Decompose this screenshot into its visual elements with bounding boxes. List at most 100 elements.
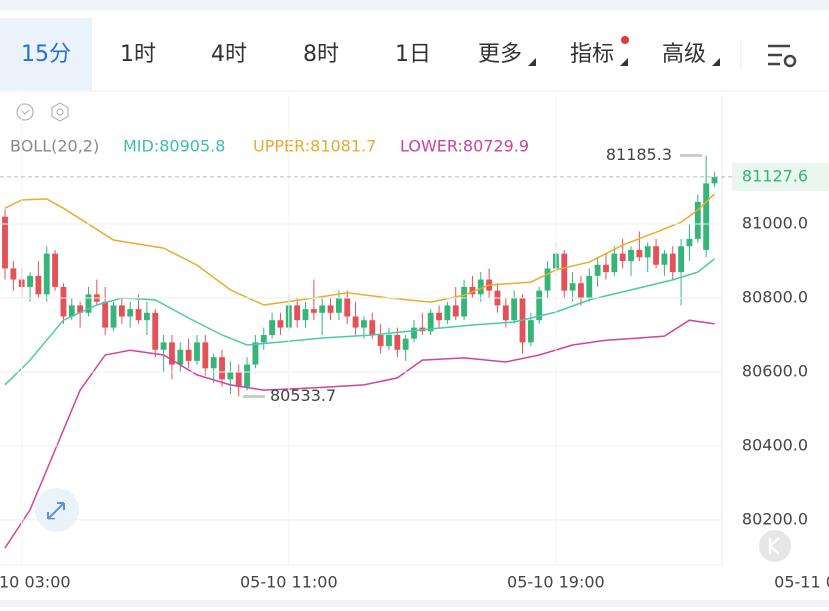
candle-body xyxy=(678,246,685,273)
reset-button[interactable] xyxy=(759,530,791,562)
candle-body xyxy=(686,238,693,247)
tab[interactable]: 更多 xyxy=(478,42,522,67)
dropdown-arrow xyxy=(620,58,628,66)
candle-body xyxy=(244,364,250,387)
candle-body xyxy=(52,253,59,287)
candle-body xyxy=(152,312,159,350)
candle-body xyxy=(135,309,142,321)
y-tick-label: 80200.0 xyxy=(742,509,808,528)
candle-body xyxy=(619,253,626,262)
boll-line xyxy=(4,193,716,306)
candle-body xyxy=(277,320,284,328)
max-marker-label: 81185.3 xyxy=(606,145,672,164)
tab[interactable]: 指标 xyxy=(570,42,614,67)
candle-body xyxy=(252,342,259,365)
candle-body xyxy=(77,305,84,313)
x-tick-label: 05-10 11:00 xyxy=(240,573,338,592)
x-tick-label: 05-10 19:00 xyxy=(507,573,605,592)
plot xyxy=(2,155,718,549)
x-tick-label: 05-11 03:00 xyxy=(774,573,829,592)
tab[interactable]: 8时 xyxy=(303,42,339,67)
y-tick-label: 80400.0 xyxy=(742,435,808,454)
candle-body xyxy=(661,253,668,265)
candle-body xyxy=(694,201,701,239)
candle-body xyxy=(344,298,351,317)
y-tick-label: 81000.0 xyxy=(742,214,808,233)
bottom-strip xyxy=(0,600,829,607)
settings-hex-dot xyxy=(56,108,64,116)
candle-body xyxy=(43,253,50,295)
badge-dot xyxy=(621,36,629,44)
candle-body xyxy=(302,309,309,321)
candle-body xyxy=(527,320,534,343)
dropdown-arrow xyxy=(528,58,536,66)
x-tick-label: 05-10 03:00 xyxy=(0,573,71,592)
candle-body xyxy=(35,275,42,295)
candle-body xyxy=(335,298,342,313)
expand-icon xyxy=(47,502,65,520)
candle-body xyxy=(319,305,326,313)
min-marker-label: 80533.7 xyxy=(270,386,336,405)
candle-body xyxy=(511,298,518,321)
candle-body xyxy=(436,312,442,321)
tab[interactable]: 4时 xyxy=(211,42,247,67)
boll-line xyxy=(4,319,715,549)
candle-body xyxy=(369,320,376,335)
tab[interactable]: 1时 xyxy=(120,42,156,67)
candle-body xyxy=(2,216,8,269)
reset-icon xyxy=(768,537,780,555)
candle-body xyxy=(260,334,267,343)
last-price-label: 81127.6 xyxy=(742,166,808,185)
candle-body xyxy=(219,357,225,380)
candle-body xyxy=(402,338,409,350)
candle-body xyxy=(669,253,676,273)
candle-body xyxy=(594,264,601,276)
candle-body xyxy=(60,286,67,317)
y-tick-label: 80600.0 xyxy=(742,361,808,380)
candle-body xyxy=(502,305,509,321)
candle-body xyxy=(194,342,200,361)
candle-body xyxy=(569,283,576,291)
candle-body xyxy=(544,268,551,291)
candle-body xyxy=(127,309,134,317)
settings-icon[interactable] xyxy=(768,44,797,68)
candle-body xyxy=(452,305,459,317)
tab[interactable]: 15分 xyxy=(21,42,71,67)
candle-body xyxy=(461,286,468,317)
candle-body xyxy=(653,246,659,265)
candle-body xyxy=(210,357,217,369)
candle-body xyxy=(611,253,618,273)
candle-body xyxy=(294,305,301,321)
candle-body xyxy=(235,371,242,387)
tab[interactable]: 1日 xyxy=(395,42,431,67)
candle-body xyxy=(377,334,384,347)
boll-line xyxy=(4,258,715,386)
candle-body xyxy=(411,327,417,339)
legend-boll: BOLL(20,2) xyxy=(10,137,99,156)
candle-body xyxy=(27,275,33,287)
candle-body xyxy=(177,349,184,365)
tab[interactable]: 高级 xyxy=(662,42,706,67)
candle-body xyxy=(352,316,359,328)
candle-body xyxy=(711,176,718,184)
candle-body xyxy=(628,249,634,262)
legend-lower: LOWER:80729.9 xyxy=(400,137,529,156)
candle-body xyxy=(361,320,367,328)
candle-body xyxy=(578,283,584,299)
candle-body xyxy=(327,305,334,313)
y-tick-label: 80800.0 xyxy=(742,288,808,307)
candle-body xyxy=(561,253,568,291)
last-price-box xyxy=(732,162,829,191)
collapse-icon[interactable] xyxy=(16,103,34,121)
dropdown-arrow xyxy=(712,58,720,66)
active-tab-bg xyxy=(0,18,92,90)
settings-hex-icon[interactable] xyxy=(51,102,69,122)
top-strip xyxy=(0,0,829,10)
candle-body xyxy=(118,305,125,317)
candle-body xyxy=(703,183,710,250)
candle-body xyxy=(102,301,109,328)
candle-body xyxy=(169,342,175,365)
collapse-icon-chevron xyxy=(20,109,30,115)
